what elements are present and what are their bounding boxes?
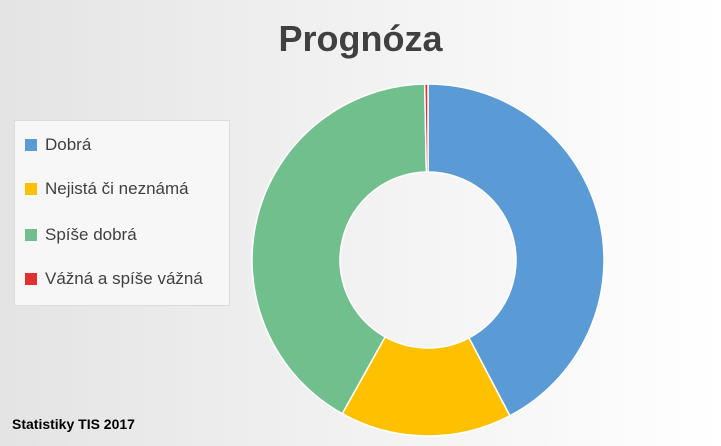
- legend-swatch-nejista: [25, 183, 37, 195]
- chart-title: Prognóza: [278, 18, 443, 59]
- source-note: Statistiky TIS 2017: [12, 416, 135, 432]
- legend-item-vazna: Vážná a spíše vážná: [25, 267, 203, 291]
- legend: Dobrá Nejistá či neznámá Spíše dobrá Váž…: [14, 120, 230, 306]
- legend-label-nejista: Nejistá či neznámá: [45, 179, 189, 198]
- slice-vazna: [423, 83, 429, 173]
- legend-swatch-spise-dobra: [25, 229, 37, 241]
- slice-dobra: [427, 83, 605, 417]
- legend-item-spise-dobra: Spíše dobrá: [25, 223, 137, 247]
- legend-swatch-dobra: [25, 139, 37, 151]
- legend-label-vazna: Vážná a spíše vážná: [45, 269, 203, 288]
- legend-label-dobra: Dobrá: [45, 135, 92, 154]
- legend-item-dobra: Dobrá: [25, 133, 91, 157]
- legend-item-nejista: Nejistá či neznámá: [25, 177, 189, 201]
- legend-swatch-vazna: [25, 273, 37, 285]
- slice-spise-dobra: [251, 83, 428, 415]
- legend-label-spise-dobra: Spíše dobrá: [45, 225, 137, 244]
